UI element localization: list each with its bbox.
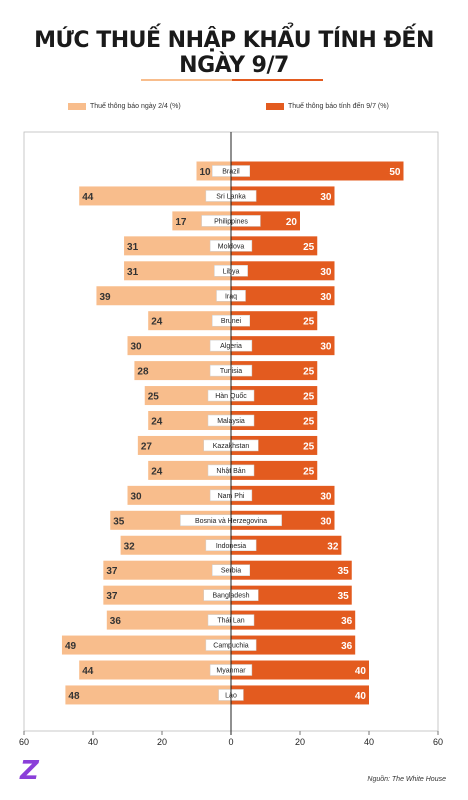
value-label-right: 32	[327, 541, 339, 552]
bar-right	[231, 660, 369, 680]
bar-left	[124, 236, 231, 256]
x-tick-label: 40	[88, 737, 98, 747]
value-label-right: 30	[320, 516, 332, 527]
legend-label-right: Thuế thông báo tính đến 9/7 (%)	[288, 102, 389, 110]
bar-left	[127, 336, 231, 356]
value-label-left: 31	[127, 267, 139, 278]
bar-right	[231, 560, 352, 580]
bar-left	[148, 311, 231, 331]
value-label-right: 20	[286, 217, 298, 228]
bar-right	[231, 186, 335, 206]
value-label-right: 25	[303, 466, 315, 477]
bar-right	[231, 535, 342, 555]
value-label-right: 50	[389, 167, 401, 178]
bar-right	[231, 261, 335, 281]
value-label-right: 30	[320, 342, 332, 353]
bar-right	[231, 286, 335, 306]
legend-swatch-left	[68, 102, 86, 110]
bar-right	[231, 361, 318, 381]
bar-left	[134, 361, 231, 381]
value-label-right: 25	[303, 317, 315, 328]
legend-label-left: Thuế thông báo ngày 2/4 (%)	[90, 102, 181, 110]
chart-title: MỨC THUẾ NHẬP KHẨU TÍNH ĐẾN NGÀY 9/7	[34, 28, 434, 78]
value-label-left: 49	[65, 641, 77, 652]
value-label-right: 25	[303, 417, 315, 428]
legend-swatch-right	[266, 102, 284, 110]
value-label-right: 25	[303, 441, 315, 452]
value-label-left: 32	[124, 541, 136, 552]
value-label-left: 48	[68, 691, 80, 702]
bar-left	[79, 186, 231, 206]
bar-right	[231, 485, 335, 505]
bar-right	[231, 311, 318, 331]
value-label-right: 40	[355, 691, 367, 702]
value-label-right: 30	[320, 267, 332, 278]
value-label-right: 36	[341, 616, 353, 627]
value-label-left: 44	[82, 192, 94, 203]
bar-left	[124, 261, 231, 281]
bar-left	[65, 685, 232, 705]
bar-left	[103, 585, 231, 605]
bar-right	[231, 685, 369, 705]
value-label-right: 25	[303, 392, 315, 403]
value-label-left: 27	[141, 441, 153, 452]
bar-right	[231, 635, 356, 655]
value-label-left: 25	[148, 392, 160, 403]
x-tick-label: 20	[295, 737, 305, 747]
bar-left	[79, 660, 231, 680]
brand-logo: Z	[20, 756, 39, 786]
bar-right	[231, 236, 318, 256]
x-tick-label: 0	[228, 737, 233, 747]
bar-right	[231, 336, 335, 356]
value-label-right: 25	[303, 242, 315, 253]
value-label-left: 39	[99, 292, 111, 303]
value-label-left: 10	[200, 167, 212, 178]
value-label-right: 40	[355, 666, 367, 677]
value-label-left: 24	[151, 466, 163, 477]
value-label-left: 36	[110, 616, 122, 627]
value-label-left: 30	[131, 491, 143, 502]
value-label-right: 30	[320, 292, 332, 303]
title-divider	[141, 79, 323, 81]
legend-item-left: Thuế thông báo ngày 2/4 (%)	[68, 100, 181, 112]
value-label-left: 30	[131, 342, 143, 353]
bar-left	[96, 286, 231, 306]
value-label-left: 37	[106, 566, 118, 577]
value-label-left: 35	[113, 516, 125, 527]
value-label-left: 24	[151, 417, 163, 428]
value-label-right: 30	[320, 491, 332, 502]
value-label-left: 24	[151, 317, 163, 328]
bar-left	[127, 485, 231, 505]
bar-left	[120, 535, 231, 555]
value-label-right: 25	[303, 367, 315, 378]
x-tick-label: 60	[19, 737, 29, 747]
value-label-right: 36	[341, 641, 353, 652]
bar-right	[231, 161, 404, 181]
value-label-left: 28	[137, 367, 149, 378]
bar-left	[61, 635, 232, 655]
value-label-left: 44	[82, 666, 94, 677]
legend-item-right: Thuế thông báo tính đến 9/7 (%)	[266, 100, 389, 112]
bar-right	[231, 610, 356, 630]
value-label-left: 37	[106, 591, 118, 602]
source-note: Nguồn: The White House	[367, 776, 446, 783]
value-label-left: 17	[175, 217, 187, 228]
x-tick-label: 40	[364, 737, 374, 747]
x-tick-label: 60	[433, 737, 443, 747]
bar-left	[103, 560, 231, 580]
value-label-left: 31	[127, 242, 139, 253]
value-label-right: 35	[338, 591, 350, 602]
value-label-right: 35	[338, 566, 350, 577]
bar-left	[106, 610, 231, 630]
x-tick-label: 20	[157, 737, 167, 747]
diverging-bar-chart: 60402002040601050Brazil4430Sri Lanka1720…	[19, 131, 443, 747]
bar-right	[231, 585, 352, 605]
value-label-right: 30	[320, 192, 332, 203]
